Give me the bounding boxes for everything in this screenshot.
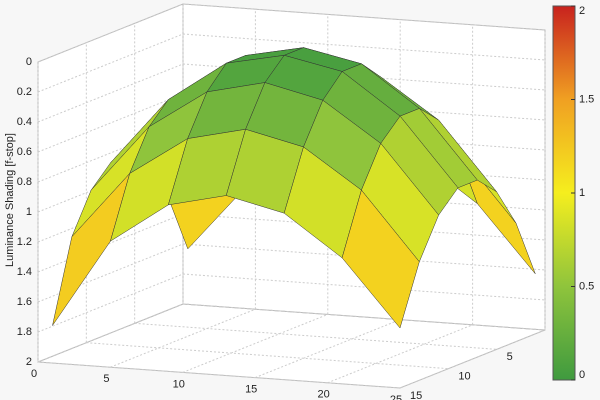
z-tick-label: 1.8: [17, 326, 32, 338]
z-tick-label: 1: [26, 206, 32, 218]
x-tick-label: 25: [390, 394, 402, 400]
colorbar-tick-label: 1: [579, 187, 585, 199]
z-tick-label: 0.8: [17, 176, 32, 188]
grid-line: [86, 342, 449, 370]
z-tick-label: 0.4: [17, 116, 32, 128]
z-tick-label: 1.4: [17, 266, 32, 278]
grid-line: [134, 322, 497, 350]
x-tick-label: 20: [317, 389, 329, 400]
x-tick-label: 0: [31, 368, 37, 380]
z-tick-label: 0.6: [17, 146, 32, 158]
y-tick-label: 10: [458, 371, 470, 383]
surface: [52, 47, 536, 329]
colorbar-tick-label: 2: [579, 5, 585, 17]
grid-line: [182, 303, 546, 331]
surface-face: [341, 189, 420, 329]
z-tick-label: 0.2: [17, 86, 32, 98]
z-tick-label: 2: [26, 356, 32, 368]
grid-line: [182, 33, 546, 61]
grid-line: [37, 361, 401, 389]
z-tick-label: 1.2: [17, 236, 32, 248]
x-tick-label: 15: [245, 384, 257, 396]
x-tick-label: 10: [173, 378, 185, 390]
colorbar-tick-label: 0.5: [579, 280, 594, 292]
colorbar-tick-label: 0: [579, 369, 585, 381]
z-axis-label: Luminance Shading [f-stop]: [4, 133, 16, 267]
z-tick-label: 0: [26, 56, 32, 68]
colorbar-tick-label: 1.5: [579, 93, 594, 105]
grid-line: [182, 3, 546, 31]
z-tick-label: 1.6: [17, 296, 32, 308]
y-tick-label: 15: [410, 390, 422, 400]
grid-line: [182, 273, 546, 301]
y-tick-label: 5: [507, 351, 513, 363]
x-tick-label: 5: [103, 373, 109, 385]
